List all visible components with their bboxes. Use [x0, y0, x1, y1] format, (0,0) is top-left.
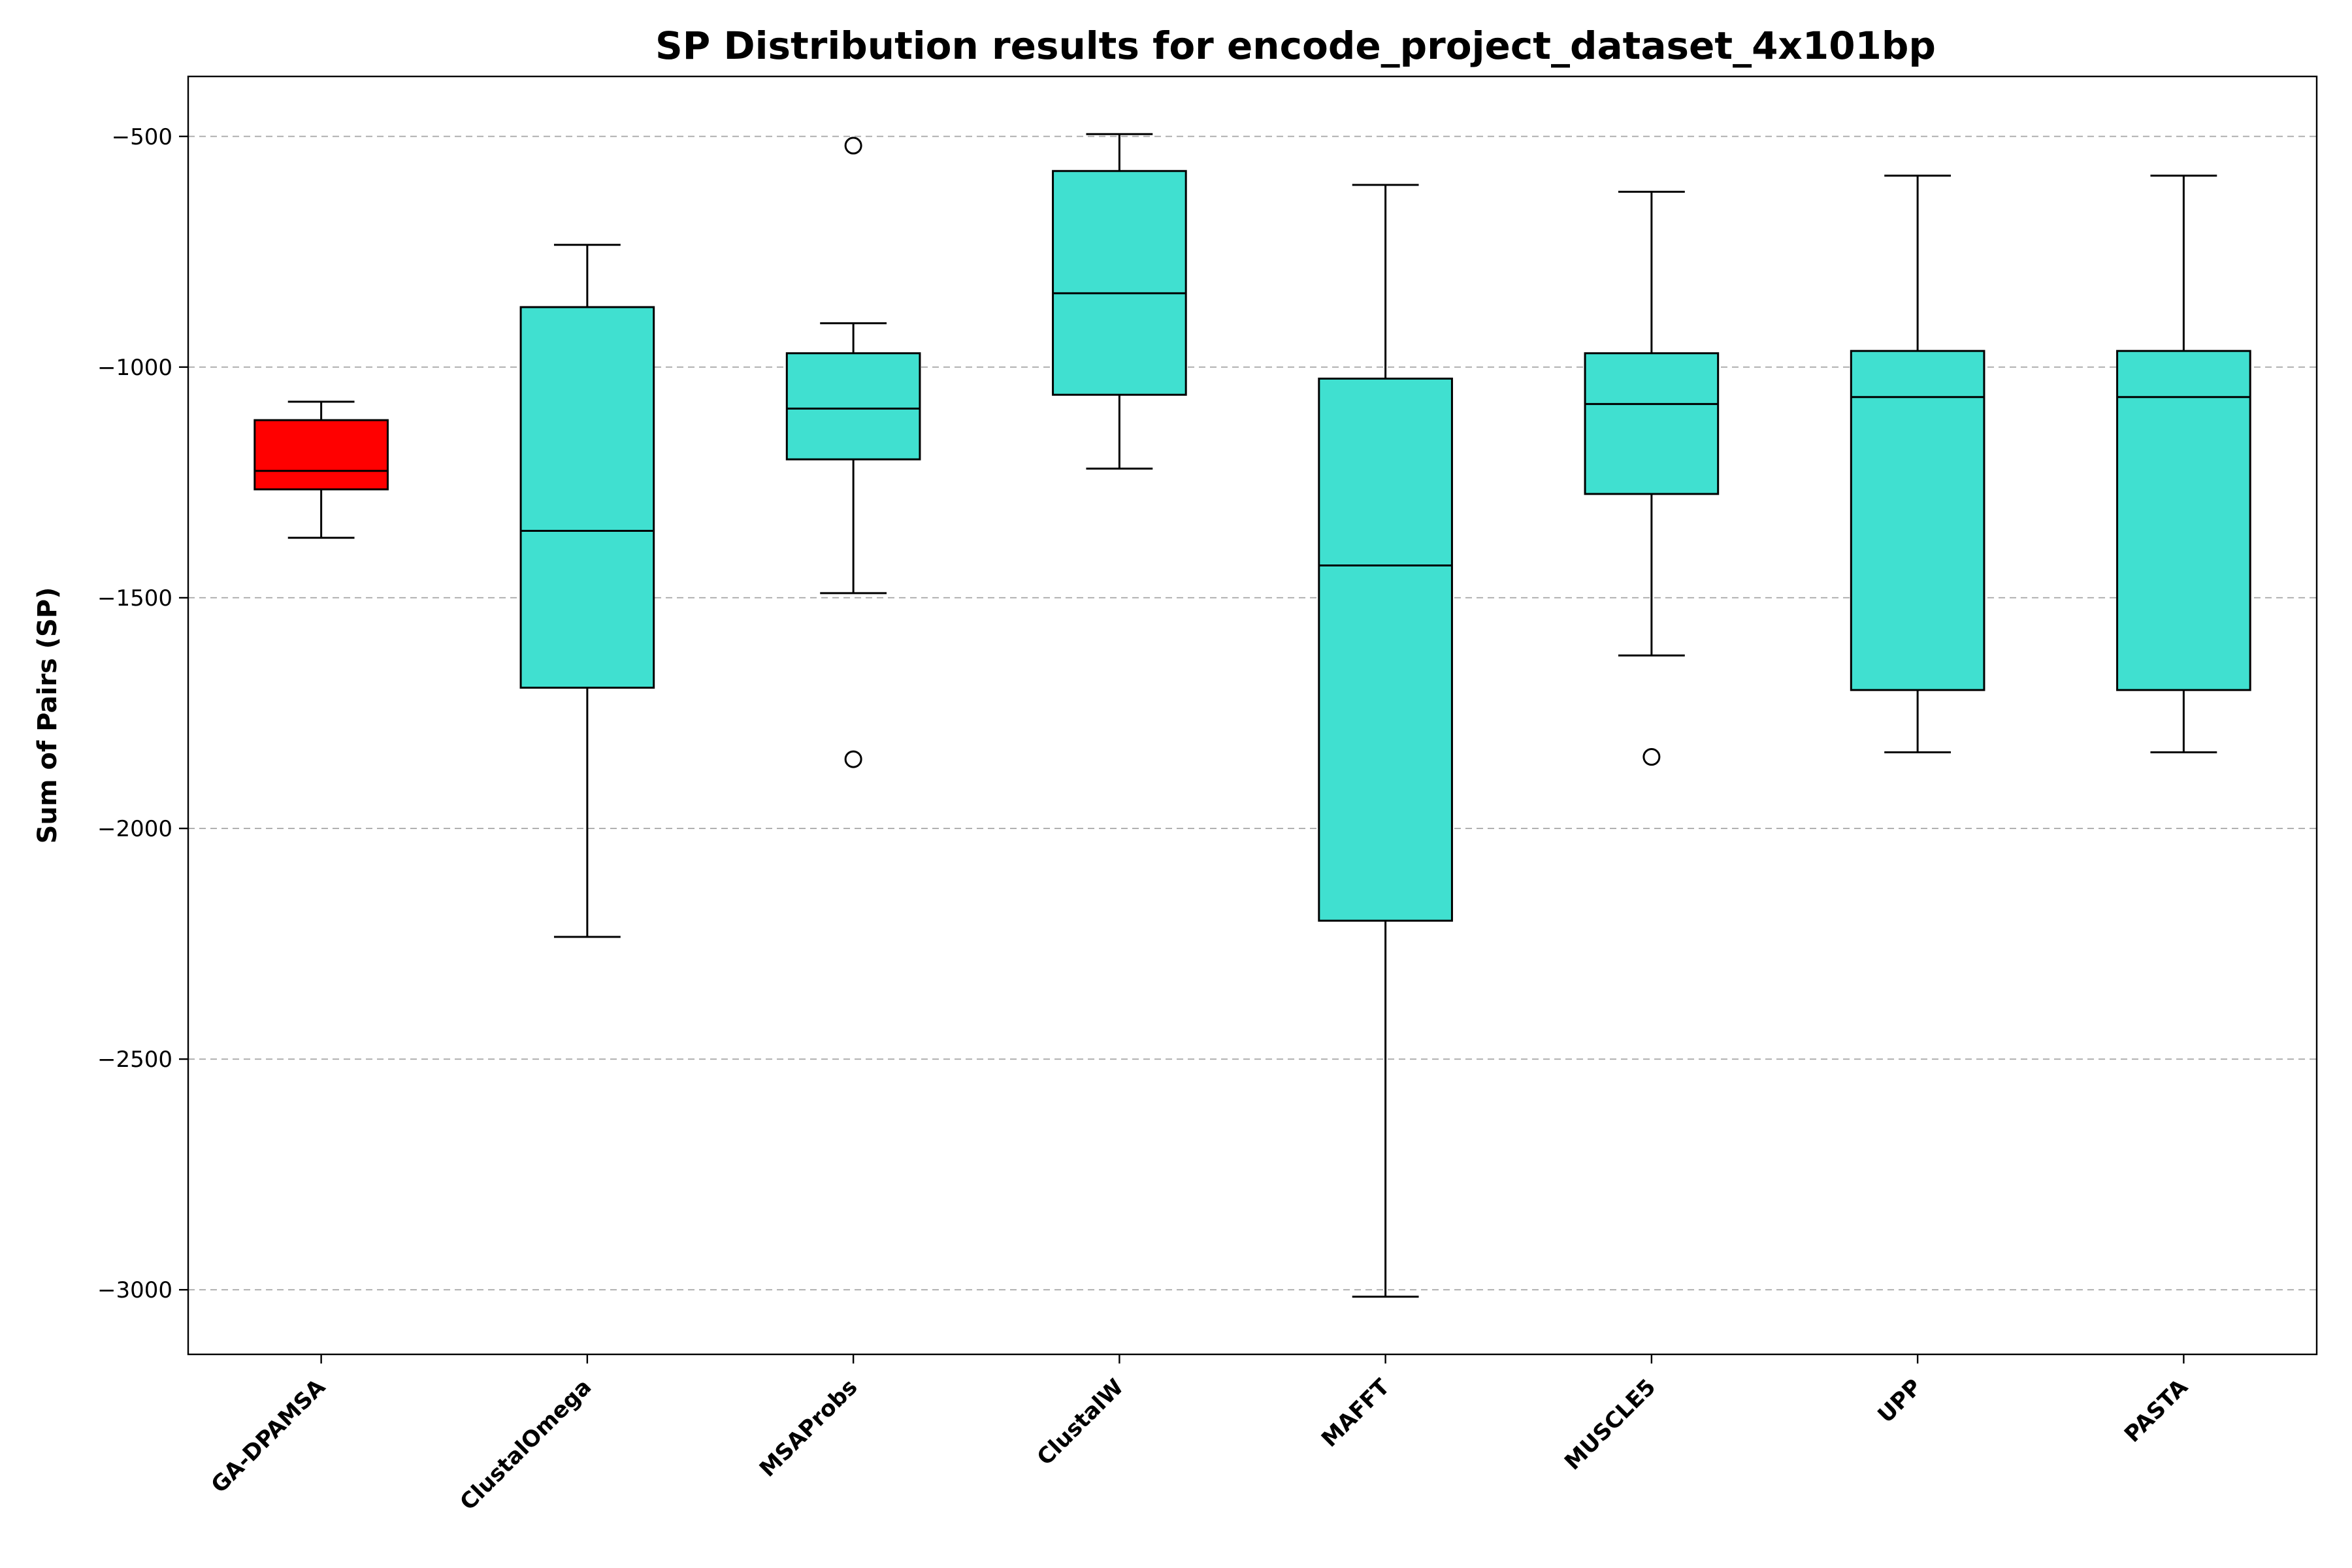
- iqr-box: [1584, 352, 1720, 495]
- y-tick-label: −3000: [97, 1277, 172, 1303]
- y-tick-label: −1000: [97, 355, 172, 381]
- box-muscle5: [1584, 191, 1720, 766]
- iqr-box: [1052, 170, 1187, 396]
- x-tick-label: PASTA: [2119, 1374, 2193, 1448]
- outlier-point: [844, 137, 862, 155]
- y-tick-label: −2000: [97, 816, 172, 842]
- y-tick-label: −1500: [97, 585, 172, 612]
- box-ga-dpamsa: [253, 400, 389, 539]
- box-clustalw: [1052, 133, 1187, 470]
- outlier-point: [844, 750, 862, 768]
- y-tick-label: −500: [112, 124, 172, 150]
- x-tick-label: ClustalW: [1032, 1374, 1129, 1471]
- box-msaprobs: [785, 137, 921, 768]
- iqr-box: [1850, 350, 1985, 691]
- x-tick-label: ClustalOmega: [455, 1374, 596, 1516]
- x-tick-label: MUSCLE5: [1560, 1374, 1661, 1475]
- y-tick-label: −2500: [97, 1047, 172, 1073]
- iqr-box: [785, 352, 921, 461]
- iqr-box: [1318, 378, 1453, 922]
- plot-area-frame: [187, 75, 2318, 1356]
- box-clustalomega: [519, 244, 655, 938]
- outlier-point: [1642, 748, 1661, 766]
- iqr-box: [519, 306, 655, 689]
- iqr-box: [2116, 350, 2251, 691]
- gridlines: [188, 135, 2317, 1291]
- chart-title: SP Distribution results for encode_proje…: [655, 24, 1936, 68]
- x-tick-label: UPP: [1872, 1374, 1927, 1428]
- x-tick-label: MAFFT: [1316, 1374, 1396, 1453]
- box-pasta: [2116, 174, 2251, 753]
- iqr-box: [253, 419, 389, 491]
- y-axis-ticks: −500 −1000 −1500 −2000 −2500 −3000: [97, 124, 188, 1303]
- x-tick-label: MSAProbs: [755, 1374, 863, 1482]
- x-axis-ticks: GA-DPAMSA ClustalOmega MSAProbs ClustalW MAF…: [206, 1354, 2193, 1516]
- x-tick-label: GA-DPAMSA: [206, 1374, 331, 1499]
- box-upp: [1850, 174, 1985, 753]
- boxes: [253, 133, 2251, 1298]
- box-mafft: [1318, 184, 1453, 1298]
- y-axis-label: Sum of Pairs (SP): [33, 587, 63, 844]
